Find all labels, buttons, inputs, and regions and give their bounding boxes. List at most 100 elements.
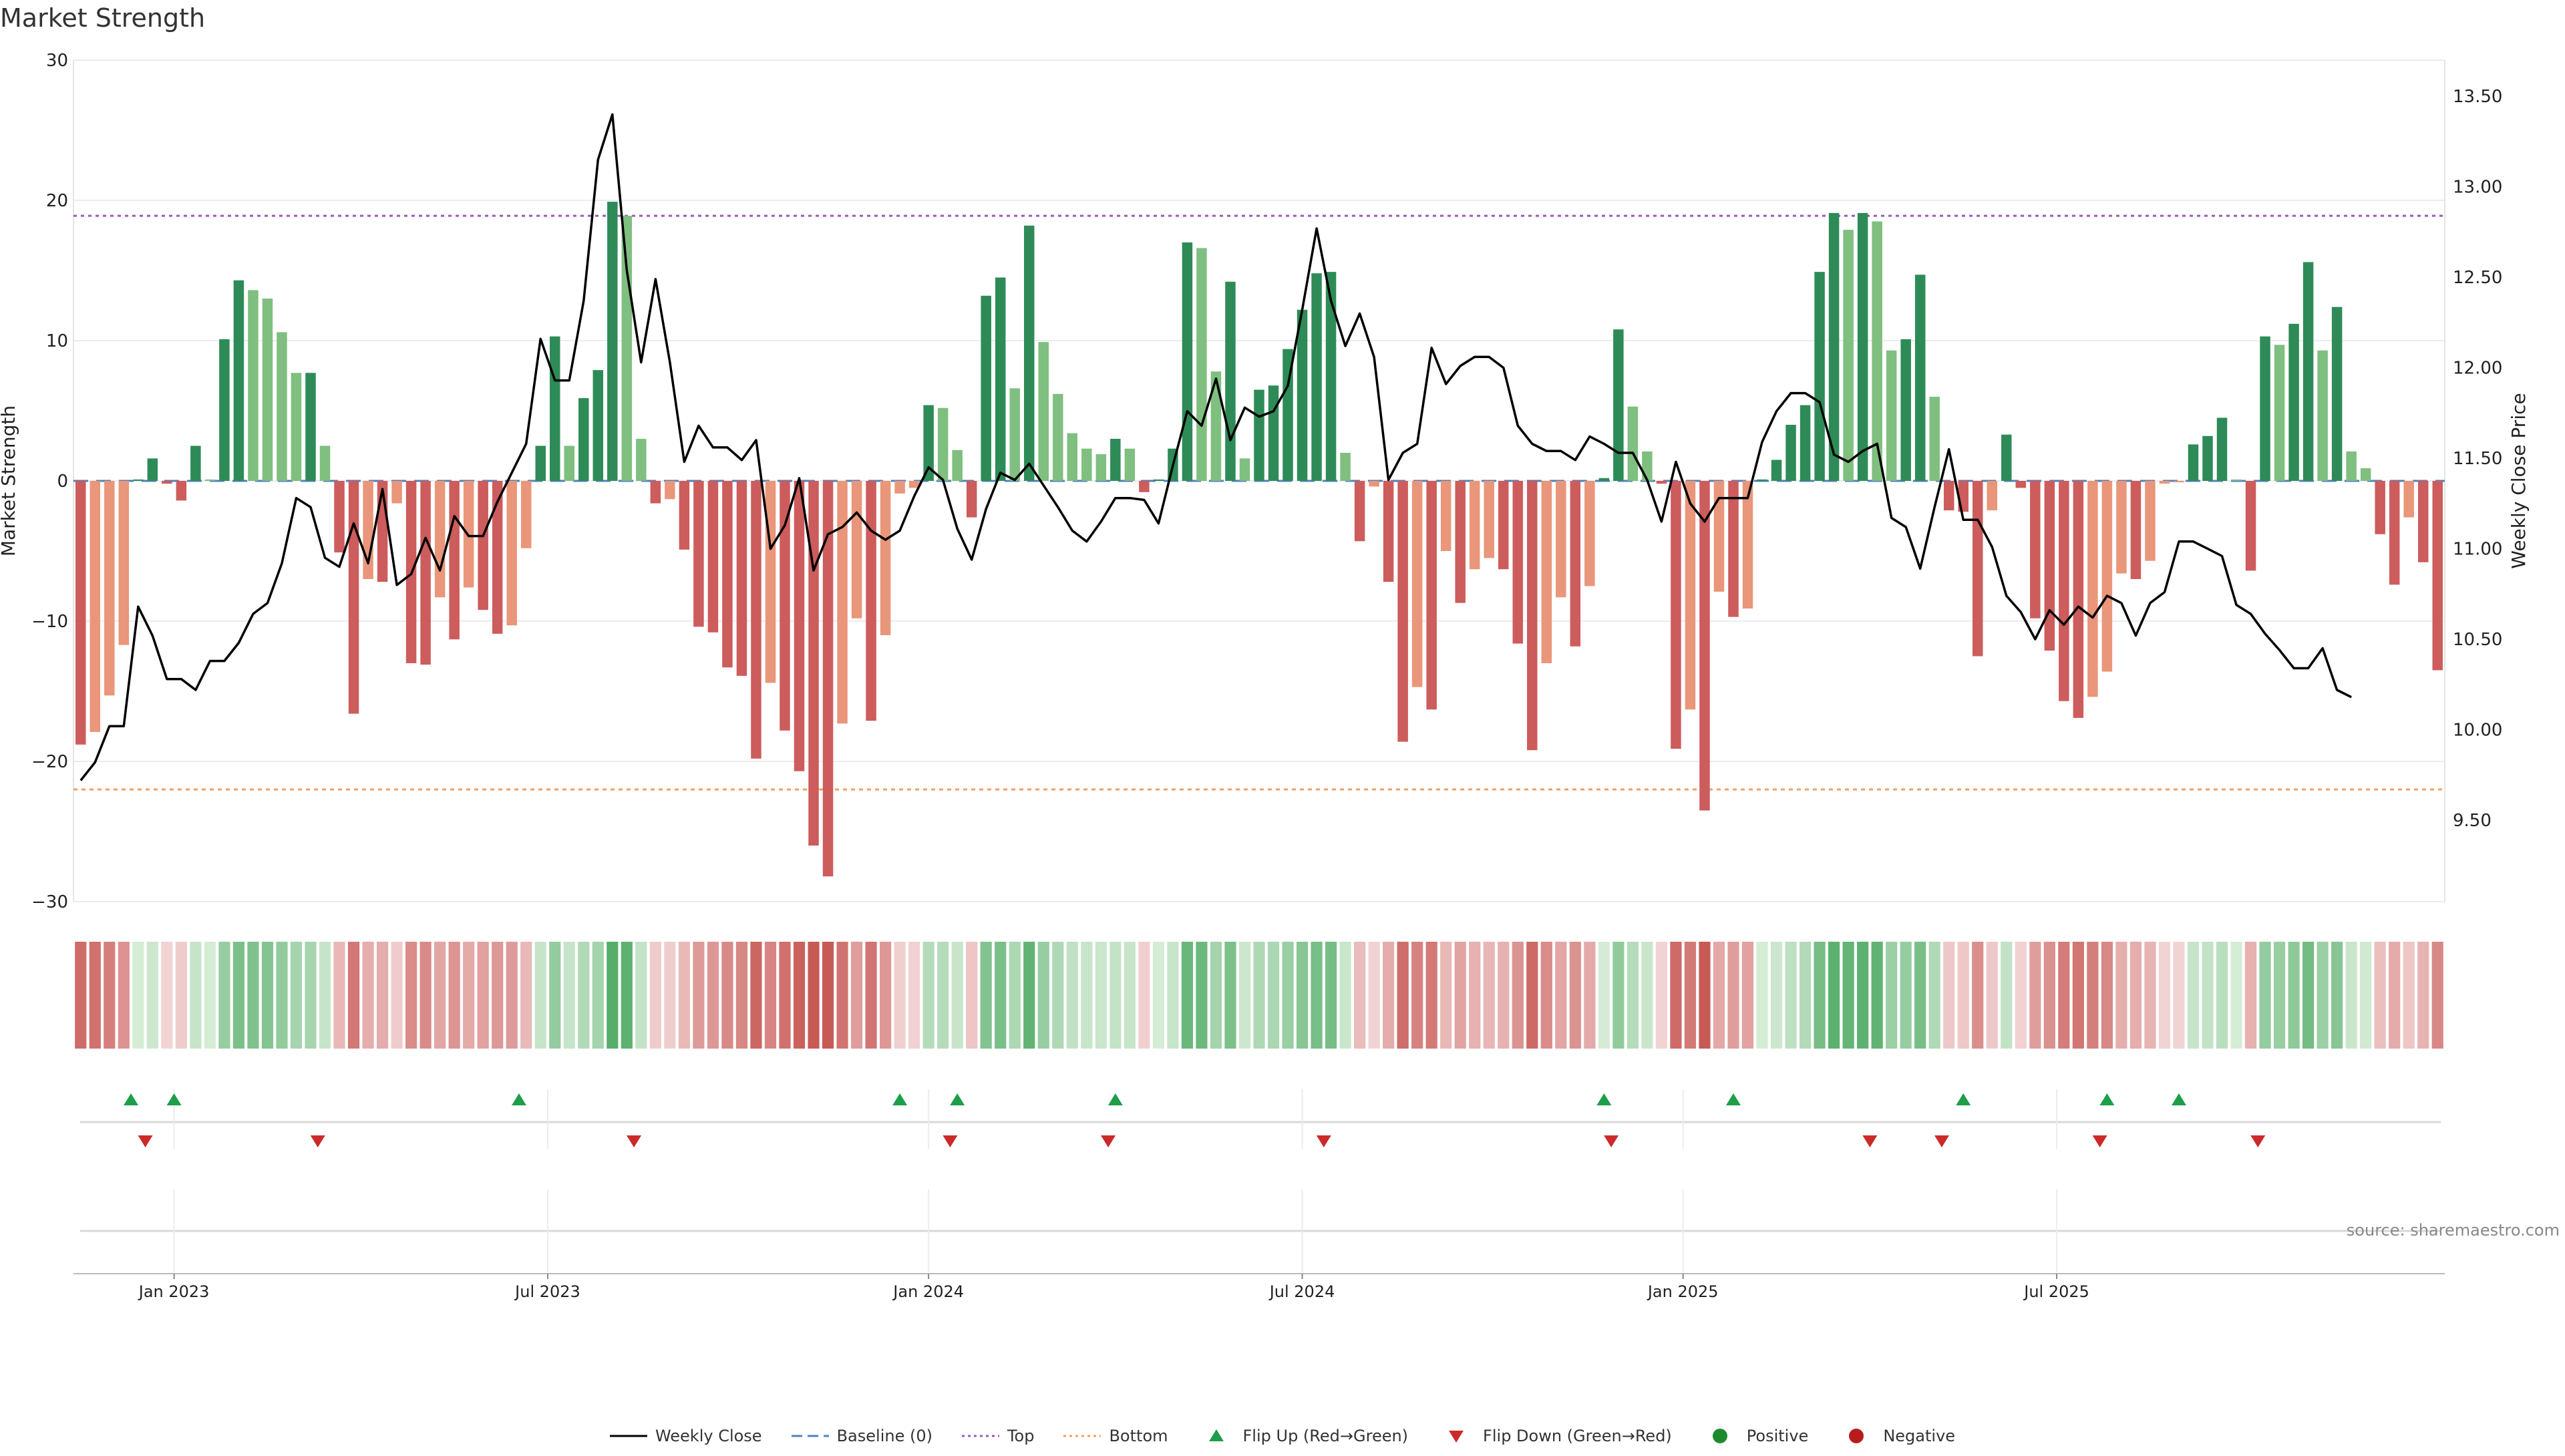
- heat-cell: [693, 942, 705, 1049]
- heat-cell: [190, 942, 202, 1049]
- strength-bar: [1254, 389, 1264, 481]
- heat-cell: [506, 942, 518, 1049]
- flip-up-marker: [2099, 1093, 2115, 1105]
- strength-bar: [1656, 481, 1667, 484]
- right-tick-label: 13.50: [2453, 87, 2502, 107]
- strength-bar: [880, 481, 891, 635]
- heat-cell: [1886, 942, 1898, 1049]
- heat-cell: [2144, 942, 2156, 1049]
- heat-cell: [448, 942, 460, 1049]
- heat-cell: [1411, 942, 1423, 1049]
- strength-bar: [1354, 481, 1365, 542]
- strength-bar: [1153, 479, 1164, 481]
- strength-bar: [1009, 388, 1020, 481]
- strength-bar: [1024, 225, 1035, 481]
- heat-cell: [118, 942, 130, 1049]
- left-y-axis: 30 20 10 0 −10 −20 −30: [31, 51, 68, 912]
- heat-cell: [678, 942, 690, 1049]
- heat-cell: [534, 942, 546, 1049]
- strength-bar: [1225, 281, 1236, 481]
- heat-cell: [204, 942, 216, 1049]
- right-y-axis: 13.50 13.00 12.50 12.00 11.50 11.00 10.50 10.00…: [2453, 87, 2502, 831]
- legend-item: Bottom: [1063, 1427, 1168, 1445]
- right-tick-label: 11.00: [2453, 540, 2502, 560]
- heat-cell: [1598, 942, 1610, 1049]
- heat-cell: [1512, 942, 1524, 1049]
- heat-cell: [261, 942, 274, 1049]
- heat-cell: [1425, 942, 1437, 1049]
- strength-bar: [147, 458, 158, 481]
- heat-cell: [1469, 942, 1481, 1049]
- heat-cell: [1368, 942, 1380, 1049]
- heat-cell: [1167, 942, 1179, 1049]
- strength-bar: [1383, 481, 1394, 582]
- flip-down-marker: [1862, 1135, 1878, 1147]
- strength-bar: [1598, 478, 1610, 481]
- left-tick-label: 0: [57, 472, 68, 492]
- heat-cell: [405, 942, 417, 1049]
- heat-cell: [477, 942, 489, 1049]
- flip-down-marker: [138, 1135, 153, 1147]
- strength-bar: [837, 481, 848, 724]
- heat-cell: [764, 942, 777, 1049]
- strength-bar: [2073, 481, 2084, 718]
- x-tick-label: Jan 2025: [1647, 1282, 1719, 1301]
- strength-bar: [133, 479, 144, 481]
- strength-bar: [650, 481, 661, 504]
- heat-cell: [1138, 942, 1150, 1049]
- right-tick-label: 13.00: [2453, 178, 2502, 198]
- heat-cell: [391, 942, 403, 1049]
- heat-cell: [2331, 942, 2343, 1049]
- heat-cell: [836, 942, 848, 1049]
- strength-bar: [1728, 481, 1739, 617]
- legend-item: Flip Down (Green→Red): [1437, 1427, 1672, 1445]
- strength-bar: [2274, 345, 2285, 481]
- strength-bar: [1067, 433, 1078, 481]
- strength-bar: [1785, 425, 1796, 481]
- strength-bars: [75, 202, 2443, 877]
- strength-bar: [1771, 460, 1782, 481]
- heat-cell: [1052, 942, 1064, 1049]
- strength-heat-strip: [75, 942, 2443, 1049]
- right-tick-label: 10.50: [2453, 630, 2502, 650]
- heat-cell: [1282, 942, 1294, 1049]
- heat-cell: [1483, 942, 1495, 1049]
- heat-cell: [2129, 942, 2142, 1049]
- strength-bar: [1369, 481, 1379, 487]
- left-tick-label: −10: [31, 612, 68, 632]
- strength-bar: [348, 481, 359, 714]
- heat-cell: [2158, 942, 2171, 1049]
- strength-bar: [1828, 212, 1840, 481]
- strength-bar: [1311, 273, 1322, 481]
- heat-cell: [492, 942, 504, 1049]
- strength-bar: [2260, 336, 2270, 481]
- heat-cell: [1928, 942, 1940, 1049]
- weekly-close-line: [79, 113, 2352, 781]
- strength-bar: [2216, 417, 2228, 481]
- heat-cell: [1109, 942, 1122, 1049]
- legend-item: Positive: [1701, 1427, 1808, 1445]
- strength-bar: [1685, 481, 1696, 710]
- strength-bar: [1527, 481, 1538, 751]
- heat-cell: [419, 942, 432, 1049]
- strength-bar: [319, 445, 331, 481]
- strength-bar: [966, 481, 977, 518]
- strength-bar: [2202, 435, 2213, 481]
- heat-cell: [1785, 942, 1797, 1049]
- heat-cell: [247, 942, 259, 1049]
- heat-cell: [1152, 942, 1164, 1049]
- flip-markers-panel: [80, 1089, 2441, 1149]
- strength-bar: [2145, 481, 2156, 561]
- strength-bar: [1239, 458, 1250, 481]
- heat-cell: [175, 942, 187, 1049]
- strength-bar: [2001, 434, 2012, 481]
- strength-bar: [1182, 242, 1193, 481]
- right-tick-label: 10.00: [2453, 721, 2502, 741]
- heat-cell: [2187, 942, 2200, 1049]
- heat-cell: [2273, 942, 2286, 1049]
- right-axis-label: Weekly Close Price: [2508, 393, 2530, 568]
- strength-bar: [1210, 371, 1222, 481]
- strength-bar: [722, 481, 733, 668]
- weekly-close-series: [79, 113, 2352, 781]
